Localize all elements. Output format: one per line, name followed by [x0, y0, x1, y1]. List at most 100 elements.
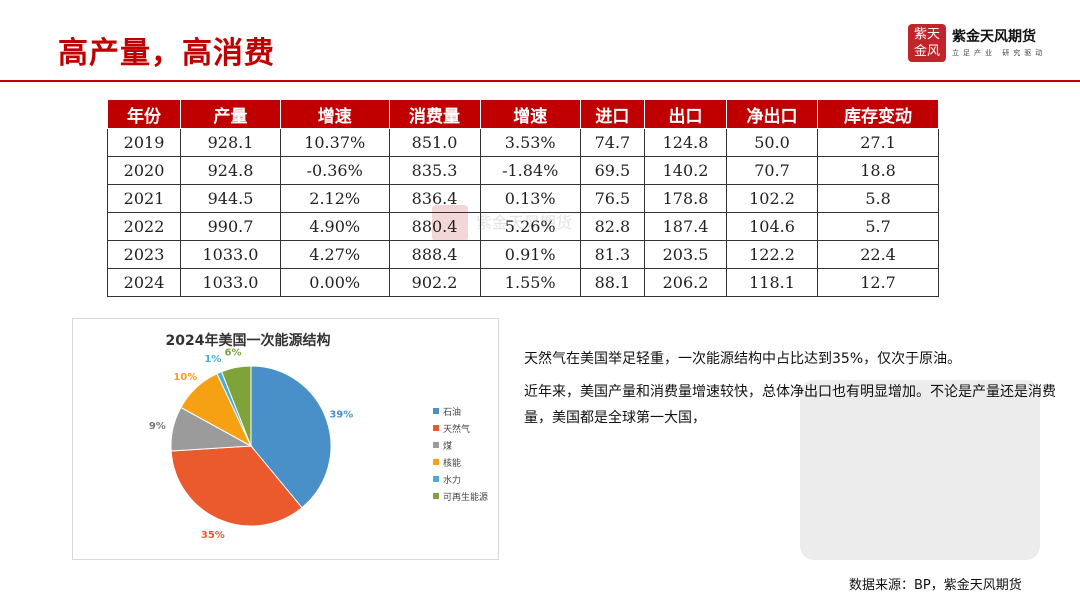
- header-imports: 进口: [579, 99, 646, 129]
- header-exports: 出口: [644, 99, 727, 129]
- table-row: 2019 928.1 10.37% 851.0 3.53% 74.7 124.8…: [106, 128, 939, 157]
- table-row: 2023 1033.0 4.27% 888.4 0.91% 81.3 203.5…: [106, 240, 939, 269]
- chart-title: 2024年美国一次能源结构: [166, 332, 331, 349]
- table-cell: 1.55%: [479, 268, 581, 297]
- table-header-row: 年份 产量 增速 消费量 增速 进口 出口 净出口 库存变动: [106, 99, 939, 129]
- header-consumption: 消费量: [388, 99, 481, 129]
- table-cell: 2.12%: [279, 184, 390, 213]
- table-cell: 140.2: [644, 156, 727, 185]
- table-cell: 2019: [106, 128, 182, 157]
- table-cell: 203.5: [644, 240, 727, 269]
- table-cell: 4.27%: [279, 240, 390, 269]
- table-cell: 902.2: [388, 268, 481, 297]
- table-cell: 118.1: [725, 268, 819, 297]
- company-logo: 紫天金风 紫金天风期货 立足产业 研究驱动: [908, 24, 1058, 64]
- header-divider: [0, 80, 1080, 82]
- table-cell: 69.5: [579, 156, 646, 185]
- data-label-renewables: 6%: [225, 348, 242, 359]
- legend-item-coal: 煤: [433, 440, 452, 452]
- table-cell: 10.37%: [279, 128, 390, 157]
- table-cell: 82.8: [579, 212, 646, 241]
- legend-item-renewables: 可再生能源: [433, 491, 488, 503]
- legend-item-oil: 石油: [433, 406, 461, 418]
- table-cell: 944.5: [180, 184, 281, 213]
- header-production-growth: 增速: [279, 99, 390, 129]
- table-cell: 990.7: [180, 212, 281, 241]
- table-cell: 1033.0: [180, 240, 281, 269]
- table-cell: 2020: [106, 156, 182, 185]
- table-row: 2024 1033.0 0.00% 902.2 1.55% 88.1 206.2…: [106, 268, 939, 297]
- table-cell: 81.3: [579, 240, 646, 269]
- table-cell: -1.84%: [479, 156, 581, 185]
- data-label-hydro: 1%: [204, 354, 221, 365]
- table-cell: 2022: [106, 212, 182, 241]
- table-cell: 18.8: [817, 156, 939, 185]
- table-cell: 12.7: [817, 268, 939, 297]
- table-cell: 206.2: [644, 268, 727, 297]
- legend-label: 水力: [443, 474, 461, 486]
- header-net-exports: 净出口: [725, 99, 819, 129]
- logo-seal: 紫天金风: [908, 24, 946, 62]
- table-cell: 70.7: [725, 156, 819, 185]
- table-cell: 880.4: [388, 212, 481, 241]
- table-cell: 88.1: [579, 268, 646, 297]
- data-label-nuclear: 10%: [173, 372, 197, 383]
- legend-swatch: [433, 459, 439, 465]
- table-cell: 851.0: [388, 128, 481, 157]
- legend-swatch: [433, 442, 439, 448]
- header-consumption-growth: 增速: [479, 99, 581, 129]
- table-cell: 1033.0: [180, 268, 281, 297]
- pie-slice-renewables: [220, 365, 252, 447]
- legend-swatch: [433, 408, 439, 414]
- pie-chart-panel: 2024年美国一次能源结构 39% 35% 9% 10% 1% 6% 石油天然气煤核能水力…: [72, 318, 499, 560]
- table-cell: 0.91%: [479, 240, 581, 269]
- legend-swatch: [433, 425, 439, 431]
- pie-chart: 2024年美国一次能源结构 39% 35% 9% 10% 1% 6% 石油天然气煤核能水力…: [149, 332, 488, 541]
- table-row: 2022 990.7 4.90% 880.4 5.26% 82.8 187.4 …: [106, 212, 939, 241]
- table-cell: 5.7: [817, 212, 939, 241]
- table-cell: 3.53%: [479, 128, 581, 157]
- pie-slice-natural-gas: [170, 445, 303, 527]
- table-cell: 2023: [106, 240, 182, 269]
- table-cell: -0.36%: [279, 156, 390, 185]
- table-row: 2021 944.5 2.12% 836.4 0.13% 76.5 178.8 …: [106, 184, 939, 213]
- table-cell: 2024: [106, 268, 182, 297]
- logo-tagline: 立足产业 研究驱动: [952, 49, 1047, 57]
- table-cell: 74.7: [579, 128, 646, 157]
- table-cell: 928.1: [180, 128, 281, 157]
- table-cell: 178.8: [644, 184, 727, 213]
- legend-item-nuclear: 核能: [433, 457, 461, 469]
- pie-slice-oil: [250, 365, 332, 509]
- table-cell: 0.00%: [279, 268, 390, 297]
- table-cell: 27.1: [817, 128, 939, 157]
- legend-label: 煤: [443, 440, 452, 452]
- legend-label: 核能: [443, 457, 461, 469]
- table-cell: 76.5: [579, 184, 646, 213]
- table-cell: 5.26%: [479, 212, 581, 241]
- table-row: 2020 924.8 -0.36% 835.3 -1.84% 69.5 140.…: [106, 156, 939, 185]
- legend-label: 天然气: [443, 423, 470, 435]
- page-title: 高产量，高消费: [58, 36, 275, 71]
- table-cell: 835.3: [388, 156, 481, 185]
- data-label-natural-gas: 35%: [201, 530, 225, 541]
- header-inventory-change: 库存变动: [817, 99, 939, 129]
- table-cell: 836.4: [388, 184, 481, 213]
- table-cell: 122.2: [725, 240, 819, 269]
- legend-swatch: [433, 493, 439, 499]
- table-cell: 102.2: [725, 184, 819, 213]
- data-label-oil: 39%: [329, 409, 353, 420]
- table-cell: 2021: [106, 184, 182, 213]
- logo-name: 紫金天风期货: [952, 29, 1036, 45]
- legend-label: 可再生能源: [443, 491, 488, 503]
- data-label-coal: 9%: [149, 421, 166, 432]
- table-cell: 4.90%: [279, 212, 390, 241]
- legend-label: 石油: [443, 406, 461, 418]
- table-cell: 124.8: [644, 128, 727, 157]
- table-cell: 0.13%: [479, 184, 581, 213]
- table-cell: 5.8: [817, 184, 939, 213]
- data-source: 数据来源：BP，紫金天风期货: [849, 578, 1022, 593]
- energy-data-table: 年份 产量 增速 消费量 增速 进口 出口 净出口 库存变动 2019 928.…: [106, 99, 939, 297]
- header-year: 年份: [106, 99, 182, 129]
- legend-swatch: [433, 476, 439, 482]
- legend-item-natural-gas: 天然气: [433, 423, 470, 435]
